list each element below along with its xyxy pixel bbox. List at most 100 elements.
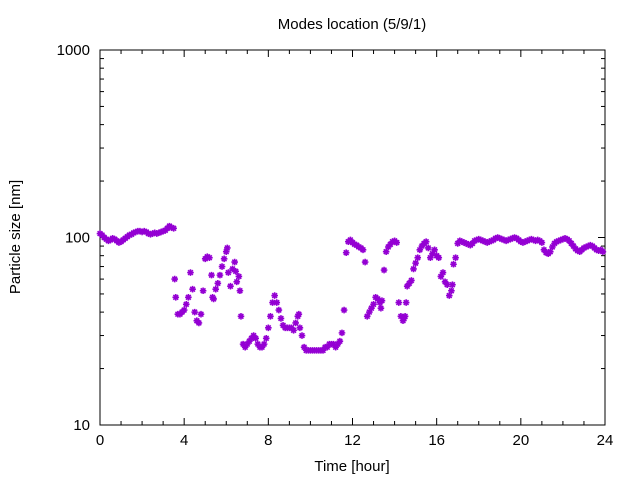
data-point	[452, 254, 459, 262]
data-point-core	[254, 336, 258, 340]
data-point-core	[207, 256, 212, 260]
data-point	[380, 266, 388, 274]
data-point-core	[450, 283, 455, 287]
data-point-core	[220, 264, 224, 269]
data-point-core	[228, 284, 233, 288]
data-point	[273, 299, 281, 306]
data-point	[208, 271, 215, 279]
data-point-core	[432, 248, 437, 252]
data-point	[275, 306, 283, 314]
data-point	[252, 335, 260, 342]
data-point-core	[338, 339, 342, 343]
data-point	[262, 335, 270, 342]
data-point	[235, 273, 243, 280]
data-point-core	[294, 321, 298, 325]
data-point-core	[426, 246, 430, 250]
data-point-core	[395, 240, 399, 245]
data-point	[296, 324, 304, 332]
data-point	[431, 246, 438, 254]
data-point	[267, 312, 274, 320]
x-tick-label: 12	[344, 432, 361, 449]
data-point-core	[186, 295, 190, 299]
data-point-core	[439, 274, 443, 279]
data-point	[378, 297, 386, 305]
data-point	[236, 287, 244, 295]
data-point	[232, 268, 240, 275]
data-point-core	[449, 289, 453, 293]
data-point	[599, 248, 607, 255]
data-point-core	[172, 226, 176, 230]
data-point-core	[369, 306, 374, 310]
data-point	[402, 299, 410, 306]
data-point-core	[380, 299, 384, 303]
data-point-core	[209, 273, 214, 277]
data-point-core	[344, 251, 348, 255]
data-point-core	[371, 302, 376, 306]
y-tick-label: 100	[65, 230, 90, 247]
data-point-core	[416, 256, 420, 260]
data-point	[298, 332, 306, 339]
data-point	[366, 308, 373, 316]
data-point-core	[404, 300, 408, 305]
data-point-core	[340, 331, 344, 335]
data-point	[374, 295, 382, 303]
data-point	[424, 244, 432, 252]
data-point	[361, 258, 369, 266]
data-point-core	[445, 283, 449, 287]
data-point	[199, 287, 207, 295]
data-point-core	[279, 316, 283, 321]
data-point	[393, 239, 400, 246]
data-point-core	[361, 248, 365, 252]
data-point	[416, 246, 424, 254]
data-point-core	[222, 257, 226, 261]
data-point-core	[550, 245, 554, 249]
data-point	[218, 263, 226, 270]
data-point	[427, 254, 434, 262]
data-point	[189, 285, 196, 293]
data-point-core	[601, 250, 605, 254]
data-point-core	[277, 308, 281, 312]
chart-title: Modes location (5/9/1)	[278, 16, 426, 33]
data-point-core	[264, 336, 268, 340]
data-point-core	[424, 240, 428, 244]
data-point-core	[342, 308, 346, 312]
data-point-core	[441, 270, 445, 275]
data-point-core	[197, 321, 201, 325]
data-point-core	[190, 287, 195, 291]
data-point	[172, 293, 180, 301]
y-axis: 10 100 1000	[57, 42, 605, 434]
data-point	[429, 250, 436, 257]
data-point-core	[363, 260, 367, 264]
data-point	[340, 306, 348, 314]
data-point-core	[409, 278, 414, 283]
x-axis-label: Time [hour]	[314, 458, 389, 475]
data-point	[546, 248, 554, 255]
data-point-core	[297, 312, 301, 316]
x-tick-label: 8	[264, 432, 272, 449]
data-point	[445, 292, 453, 299]
data-point-core	[237, 274, 241, 279]
data-point	[265, 324, 272, 332]
data-point	[225, 269, 232, 276]
y-axis-label: Particle size [nm]	[7, 180, 24, 294]
x-tick-label: 24	[597, 432, 614, 449]
data-point	[449, 281, 456, 289]
data-point-core	[365, 314, 369, 318]
data-point-core	[437, 256, 441, 260]
data-point	[191, 308, 198, 316]
x-tick-label: 0	[96, 432, 104, 449]
data-point-core	[193, 310, 197, 314]
data-point-core	[218, 273, 222, 277]
data-point-core	[188, 270, 193, 275]
data-point-core	[266, 326, 270, 330]
data-point	[195, 319, 203, 327]
data-point-core	[273, 293, 277, 298]
data-point-core	[234, 269, 238, 273]
data-point-core	[298, 326, 302, 330]
data-point-core	[239, 314, 243, 318]
data-point-core	[454, 256, 458, 260]
data-point-core	[430, 252, 435, 256]
data-point	[260, 340, 268, 348]
y-tick-label: 10	[73, 417, 90, 434]
